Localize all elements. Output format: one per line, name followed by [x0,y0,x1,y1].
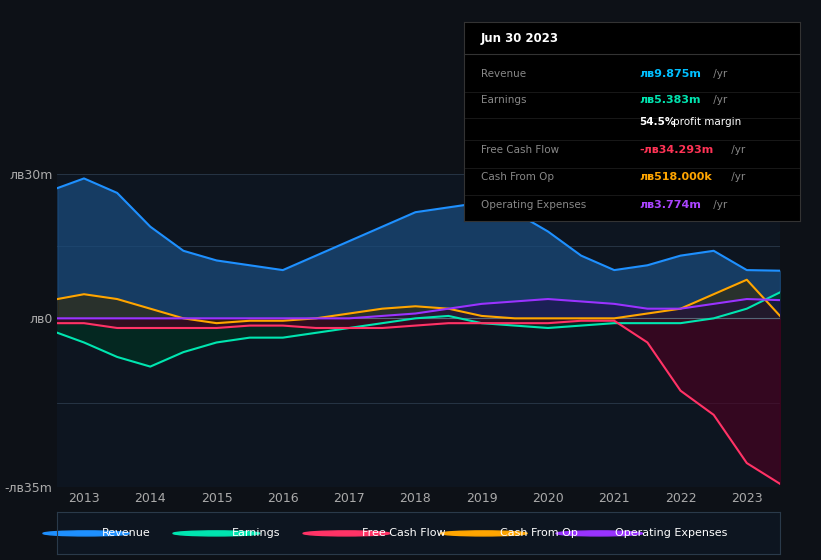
Text: Earnings: Earnings [232,529,281,538]
Text: лв9.875m: лв9.875m [639,69,701,79]
Circle shape [556,531,643,536]
Text: /yr: /yr [710,69,727,79]
Text: Jun 30 2023: Jun 30 2023 [481,32,559,45]
Text: Operating Expenses: Operating Expenses [615,529,727,538]
Text: Operating Expenses: Operating Expenses [481,200,586,211]
Text: /yr: /yr [727,172,745,183]
Circle shape [440,531,527,536]
Text: /yr: /yr [710,200,727,211]
Text: -лв34.293m: -лв34.293m [639,144,713,155]
Text: лв5.383m: лв5.383m [639,95,700,105]
Text: Cash From Op: Cash From Op [481,172,553,183]
Text: Revenue: Revenue [481,69,525,79]
Text: лв518.000k: лв518.000k [639,172,712,183]
Circle shape [43,531,130,536]
Text: Free Cash Flow: Free Cash Flow [362,529,446,538]
Text: /yr: /yr [710,95,727,105]
Text: Cash From Op: Cash From Op [500,529,577,538]
Text: лв3.774m: лв3.774m [639,200,701,211]
Circle shape [303,531,390,536]
Text: Free Cash Flow: Free Cash Flow [481,144,559,155]
Text: /yr: /yr [727,144,745,155]
Circle shape [173,531,259,536]
Text: Earnings: Earnings [481,95,526,105]
Text: Revenue: Revenue [103,529,151,538]
Text: 54.5%: 54.5% [639,117,676,127]
Text: profit margin: profit margin [672,117,741,127]
